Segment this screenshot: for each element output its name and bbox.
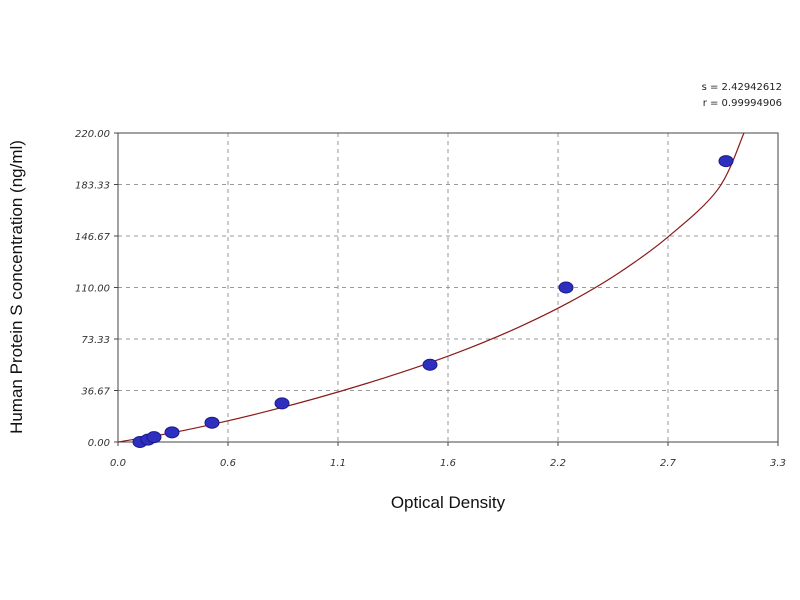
x-tick-label: 0.0 (110, 458, 126, 469)
x-tick-label: 0.6 (220, 458, 236, 469)
grid (118, 133, 778, 442)
x-tick-label: 1.1 (330, 458, 346, 469)
stat-r: r = 0.99994906 (703, 98, 782, 109)
y-tick-label: 0.00 (88, 438, 110, 449)
data-point (204, 416, 220, 429)
data-point (146, 431, 162, 444)
x-axis: 0.0 0.6 1.1 1.6 2.2 2.7 3.3 (110, 442, 786, 469)
stat-s: s = 2.42942612 (702, 82, 782, 93)
data-point (718, 155, 734, 168)
data-point (422, 358, 438, 371)
y-axis-title: Human Protein S concentration (ng/ml) (7, 140, 26, 434)
y-axis: 0.00 36.67 73.33 110.00 146.67 183.33 220.00 (75, 129, 118, 449)
x-tick-label: 1.6 (440, 458, 456, 469)
x-tick-label: 2.7 (660, 458, 677, 469)
x-tick-label: 3.3 (770, 458, 786, 469)
data-point (164, 426, 180, 439)
data-point (274, 397, 290, 410)
fit-curve (117, 132, 745, 443)
y-tick-label: 73.33 (81, 335, 110, 346)
x-axis-title: Optical Density (391, 493, 506, 512)
data-points (132, 155, 734, 448)
x-tick-label: 2.2 (550, 458, 566, 469)
y-tick-label: 110.00 (75, 284, 110, 295)
y-tick-label: 146.67 (75, 232, 111, 243)
y-tick-label: 183.33 (75, 181, 110, 192)
data-point (558, 281, 574, 294)
y-tick-label: 36.67 (81, 387, 110, 398)
y-tick-label: 220.00 (75, 129, 110, 140)
